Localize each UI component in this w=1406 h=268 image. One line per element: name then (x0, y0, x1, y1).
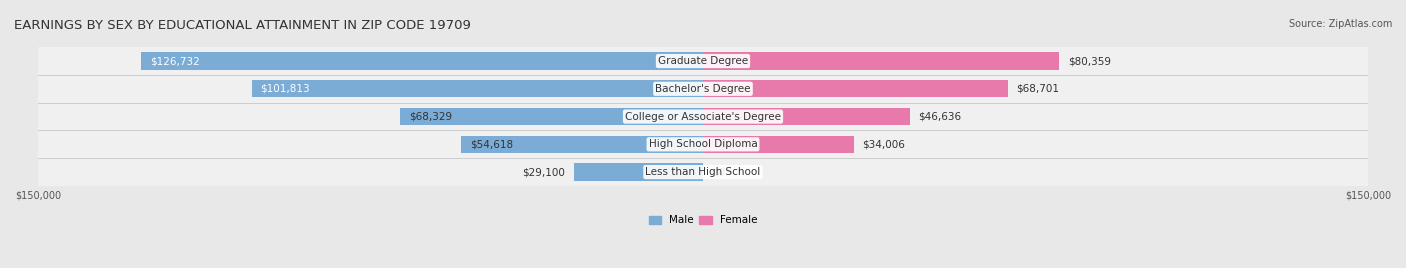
Bar (703, 53, 1059, 70)
Text: $29,100: $29,100 (522, 167, 565, 177)
Text: High School Diploma: High School Diploma (648, 139, 758, 149)
Bar (574, 163, 703, 181)
Bar (141, 53, 703, 70)
Bar (703, 108, 910, 125)
Bar (703, 80, 1008, 97)
Text: Graduate Degree: Graduate Degree (658, 56, 748, 66)
Text: $34,006: $34,006 (863, 139, 905, 149)
Text: $68,701: $68,701 (1017, 84, 1059, 94)
Text: $101,813: $101,813 (260, 84, 311, 94)
Text: Less than High School: Less than High School (645, 167, 761, 177)
Text: $54,618: $54,618 (470, 139, 513, 149)
Bar (252, 80, 703, 97)
Text: $46,636: $46,636 (918, 111, 962, 122)
Text: Bachelor's Degree: Bachelor's Degree (655, 84, 751, 94)
Text: $80,359: $80,359 (1069, 56, 1111, 66)
Text: College or Associate's Degree: College or Associate's Degree (626, 111, 780, 122)
Bar (401, 108, 703, 125)
Text: $0: $0 (711, 167, 725, 177)
Bar (703, 136, 853, 153)
Bar (461, 136, 703, 153)
Text: EARNINGS BY SEX BY EDUCATIONAL ATTAINMENT IN ZIP CODE 19709: EARNINGS BY SEX BY EDUCATIONAL ATTAINMEN… (14, 19, 471, 32)
Legend: Male, Female: Male, Female (644, 211, 762, 229)
Text: Source: ZipAtlas.com: Source: ZipAtlas.com (1288, 19, 1392, 29)
Text: $68,329: $68,329 (409, 111, 453, 122)
Text: $126,732: $126,732 (150, 56, 200, 66)
